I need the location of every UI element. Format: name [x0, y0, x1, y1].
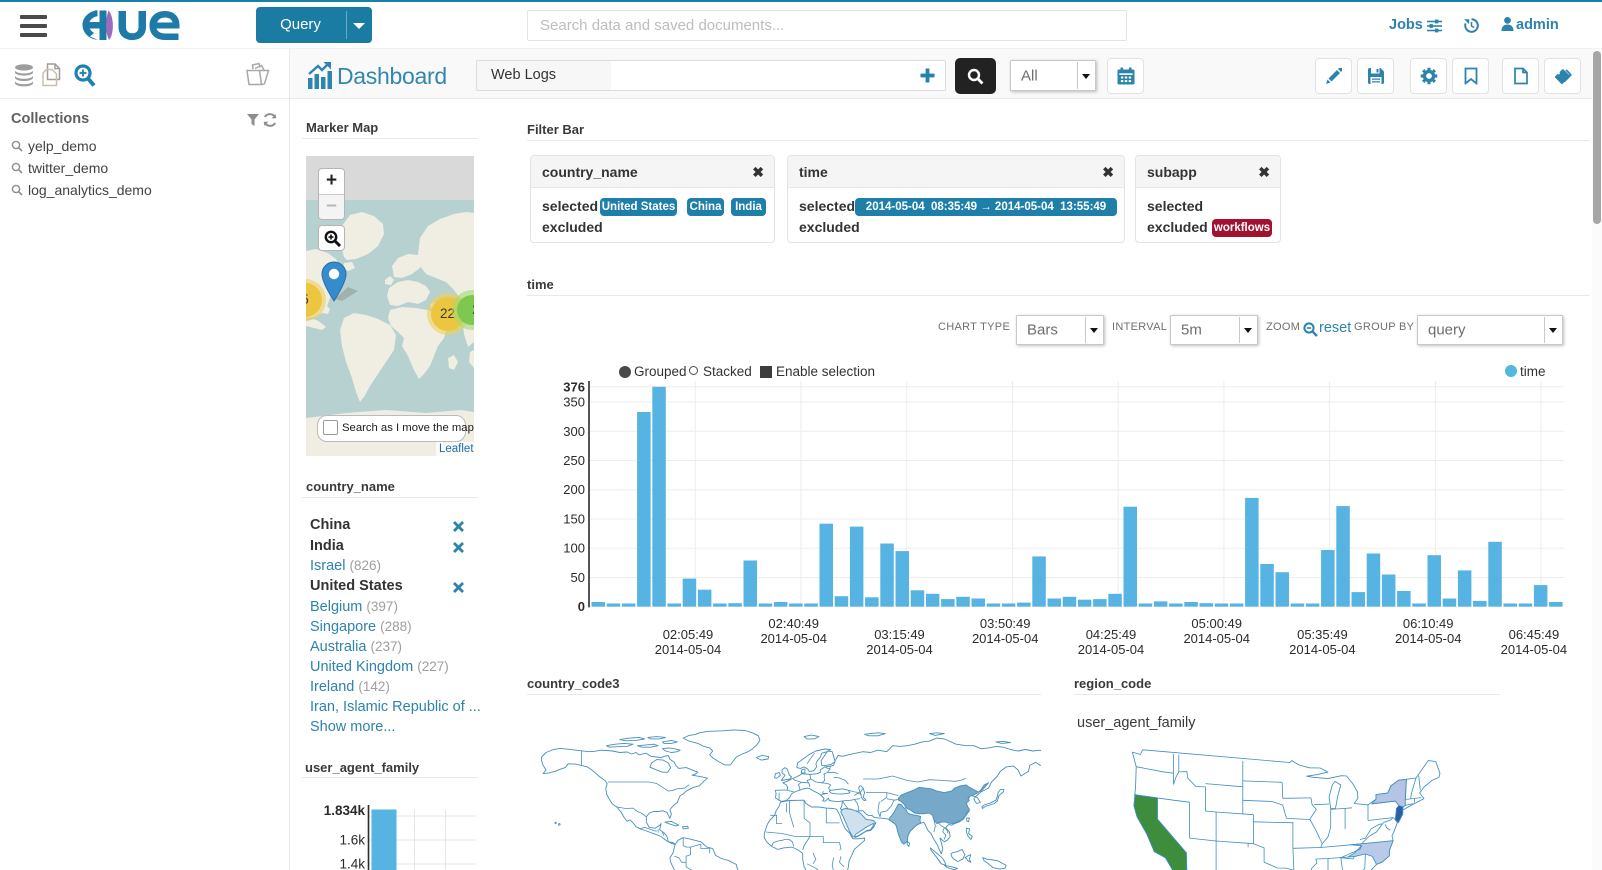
svg-text:376: 376	[563, 379, 585, 394]
svg-text:1.834k: 1.834k	[324, 803, 366, 818]
svg-text:05:00:49: 05:00:49	[1191, 616, 1242, 631]
svg-text:2014-05-04: 2014-05-04	[760, 631, 827, 646]
svg-text:03:50:49: 03:50:49	[980, 616, 1031, 631]
svg-text:2014-05-04: 2014-05-04	[1183, 631, 1250, 646]
svg-text:1.6k: 1.6k	[339, 833, 365, 848]
svg-text:300: 300	[563, 424, 585, 439]
svg-text:2014-05-04: 2014-05-04	[1289, 642, 1356, 657]
svg-text:05:35:49: 05:35:49	[1297, 627, 1348, 642]
svg-text:2014-05-04: 2014-05-04	[1078, 642, 1145, 657]
svg-text:200: 200	[563, 482, 585, 497]
svg-text:02:40:49: 02:40:49	[768, 616, 819, 631]
svg-text:04:25:49: 04:25:49	[1086, 627, 1137, 642]
svg-text:2014-05-04: 2014-05-04	[655, 642, 722, 657]
svg-text:150: 150	[563, 512, 585, 527]
svg-text:50: 50	[571, 570, 585, 585]
svg-text:2014-05-04: 2014-05-04	[972, 631, 1038, 646]
svg-text:350: 350	[563, 395, 585, 410]
svg-text:0: 0	[578, 599, 585, 614]
svg-text:06:10:49: 06:10:49	[1403, 616, 1454, 631]
svg-text:2014-05-04: 2014-05-04	[866, 642, 933, 657]
svg-text:2014-05-04: 2014-05-04	[1501, 642, 1568, 657]
svg-text:2014-05-04: 2014-05-04	[1395, 631, 1462, 646]
svg-text:02:05:49: 02:05:49	[663, 627, 714, 642]
svg-text:1.4k: 1.4k	[339, 857, 365, 870]
svg-text:03:15:49: 03:15:49	[874, 627, 925, 642]
svg-text:06:45:49: 06:45:49	[1509, 627, 1560, 642]
svg-text:250: 250	[563, 453, 585, 468]
svg-text:100: 100	[563, 541, 585, 556]
